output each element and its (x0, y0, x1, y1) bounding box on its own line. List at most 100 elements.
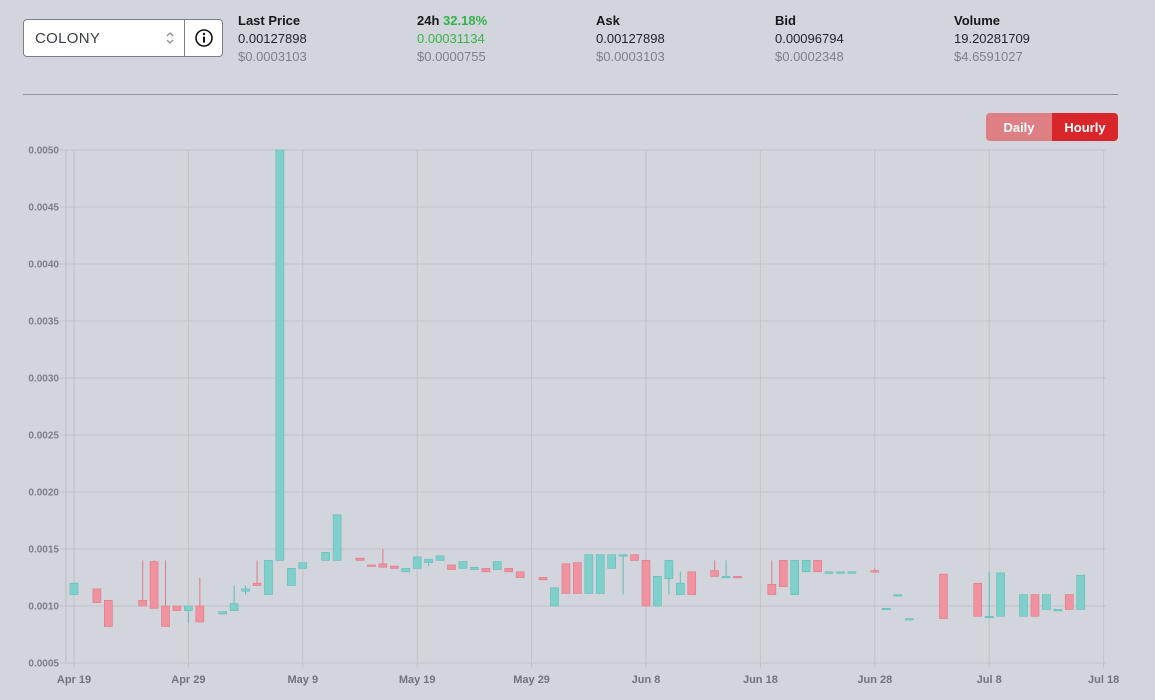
interval-toggle: Daily Hourly (986, 113, 1118, 141)
candle-up (275, 149, 285, 561)
change-percent: 32.18% (443, 13, 488, 28)
candle-down (504, 568, 514, 573)
candle-down (367, 564, 376, 567)
candle-body (492, 561, 502, 570)
candle-body (264, 560, 273, 595)
candle-body (790, 560, 800, 595)
candle-body (241, 588, 250, 592)
chevron-up-down-icon (160, 20, 180, 56)
candle-body (287, 568, 296, 586)
candle-down (92, 588, 102, 603)
candle-down (104, 599, 113, 627)
candle-body (813, 560, 822, 573)
stat-value: 0.00096794 (775, 31, 844, 46)
stat-24h-change: 24h 32.18% 0.00031134 $0.0000755 (417, 12, 487, 66)
candle-down (573, 562, 582, 594)
candle-up (1019, 594, 1028, 617)
market-select-value[interactable]: COLONY (35, 29, 101, 47)
candle-body (1019, 594, 1028, 617)
candle-body (1042, 594, 1051, 610)
info-icon (194, 29, 213, 47)
x-tick-label: Jul 18 (1088, 674, 1119, 686)
info-button[interactable] (184, 20, 222, 56)
candle-body (252, 582, 262, 586)
candle-body (378, 563, 388, 568)
candle-body (710, 570, 719, 577)
x-tick-label: Jun 8 (632, 674, 661, 686)
stat-usd-value: $4.6591027 (954, 49, 1023, 64)
candle-up (618, 554, 628, 595)
candle-body (321, 552, 330, 561)
hourly-button[interactable]: Hourly (1052, 113, 1118, 141)
candle-body (893, 594, 902, 597)
candle-up (298, 562, 308, 569)
candle-body (424, 558, 433, 563)
candle-down (733, 576, 742, 579)
candle-down (447, 564, 456, 570)
candle-up (607, 554, 616, 569)
candle-down (378, 549, 388, 568)
candle-body (1053, 609, 1063, 612)
stat-bid: Bid 0.00096794 $0.0002348 (775, 12, 844, 66)
candle-up (1042, 594, 1051, 610)
candle-body (161, 605, 170, 627)
candle-body (92, 588, 102, 603)
candle-down (813, 560, 822, 573)
x-tick-label: Jul 8 (977, 674, 1002, 686)
y-tick-label: 0.0035 (28, 317, 59, 328)
stat-value: 0.00127898 (596, 31, 665, 46)
candle-body (767, 584, 777, 595)
candle-up (847, 571, 857, 574)
candle-down (538, 577, 548, 581)
y-tick-label: 0.0010 (28, 602, 59, 613)
candle-body (149, 561, 159, 609)
y-tick-label: 0.0015 (28, 545, 59, 556)
daily-button[interactable]: Daily (986, 113, 1052, 141)
candle-body (435, 555, 445, 561)
candle-body (573, 562, 582, 594)
candle-up (790, 560, 800, 595)
candle-down (161, 560, 170, 627)
candle-up (492, 561, 502, 570)
candle-up (287, 568, 296, 586)
candle-down (973, 582, 983, 617)
candle-body (390, 565, 399, 569)
candle-down (1030, 594, 1040, 617)
market-selector[interactable]: COLONY (23, 19, 223, 57)
candle-down (939, 573, 948, 619)
candle-up (470, 566, 479, 570)
stat-value: 0.00127898 (238, 31, 307, 46)
candle-body (641, 560, 651, 607)
candle-up (824, 571, 834, 574)
candle-body (561, 563, 571, 594)
candle-body (1064, 594, 1074, 610)
stat-ask: Ask 0.00127898 $0.0003103 (596, 12, 665, 66)
candle-down (172, 605, 182, 611)
candle-body (275, 149, 285, 561)
candle-body (881, 607, 891, 611)
stat-label: Last Price (238, 13, 301, 28)
candle-body (607, 554, 616, 569)
candle-body (676, 582, 685, 595)
candle-up (218, 611, 228, 615)
candle-up (229, 585, 239, 611)
candle-body (618, 554, 628, 557)
stat-label: 24h (417, 13, 440, 28)
y-tick-label: 0.0045 (28, 203, 59, 214)
candle-body (458, 561, 468, 569)
x-tick-label: May 29 (513, 674, 550, 686)
candle-body (332, 514, 342, 561)
candle-body (996, 572, 1005, 617)
candle-up (332, 514, 342, 561)
candle-up (984, 571, 994, 619)
stat-usd-value: $0.0002348 (775, 49, 844, 64)
stat-volume: Volume 19.20281709 $4.6591027 (954, 12, 1030, 66)
y-tick-label: 0.0005 (28, 659, 59, 670)
header-divider (23, 94, 1118, 95)
candle-body (778, 560, 788, 587)
candle-up (676, 571, 685, 595)
candle-up (721, 560, 731, 579)
candle-up (893, 594, 902, 597)
candle-body (836, 571, 845, 574)
candle-up (881, 607, 891, 611)
